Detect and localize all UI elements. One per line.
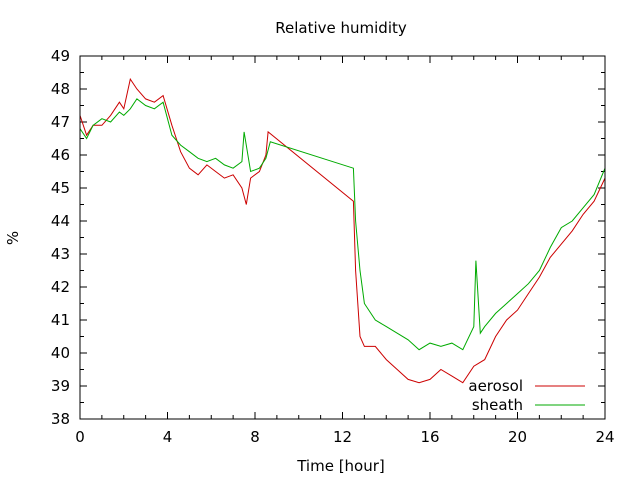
series-line-sheath <box>79 98 606 351</box>
x-tick-label: 20 <box>508 428 527 446</box>
x-tick-label: 24 <box>595 428 614 446</box>
chart-title: Relative humidity <box>275 19 407 37</box>
x-axis-label: Time [hour] <box>296 457 385 475</box>
plot-frame <box>79 55 606 420</box>
y-tick-label: 43 <box>51 245 70 263</box>
series-group <box>79 77 606 384</box>
y-tick-label: 42 <box>51 278 70 296</box>
x-tick-label: 12 <box>333 428 352 446</box>
y-tick-label: 46 <box>51 146 70 164</box>
x-tick-label: 16 <box>420 428 439 446</box>
x-tick-label: 4 <box>163 428 173 446</box>
y-tick-label: 48 <box>51 80 70 98</box>
y-tick-label: 47 <box>51 113 70 131</box>
legend-label-sheath: sheath <box>472 396 523 414</box>
y-axis-label: % <box>4 231 22 245</box>
y-tick-label: 38 <box>51 410 70 428</box>
y-tick-label: 49 <box>51 47 70 65</box>
y-tick-label: 44 <box>51 212 70 230</box>
y-tick-label: 41 <box>51 311 70 329</box>
y-tick-label: 45 <box>51 179 70 197</box>
y-tick-label: 40 <box>51 344 70 362</box>
x-tick-label: 0 <box>75 428 85 446</box>
x-tick-label: 8 <box>250 428 260 446</box>
legend-label-aerosol: aerosol <box>468 377 523 395</box>
series-line-aerosol <box>79 77 606 384</box>
y-tick-label: 39 <box>51 377 70 395</box>
